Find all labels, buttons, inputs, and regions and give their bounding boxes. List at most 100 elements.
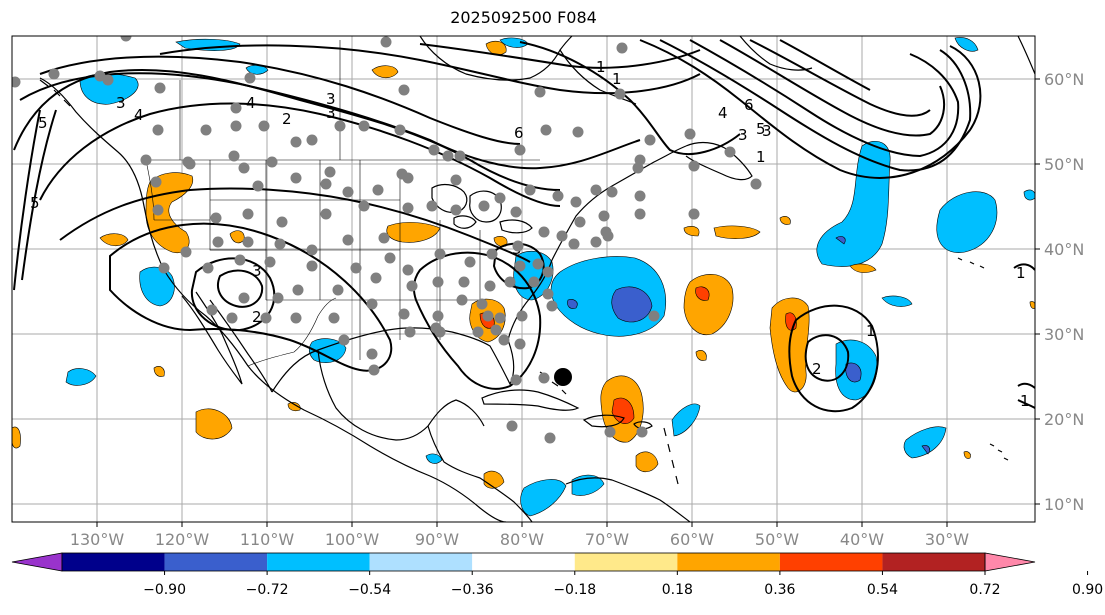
- station-marker: [242, 208, 254, 220]
- station-marker: [590, 184, 602, 196]
- colorbar-tick-label: 0.90: [1072, 582, 1103, 598]
- station-marker: [258, 120, 270, 132]
- station-marker: [320, 178, 332, 190]
- colorbar-extend-low: [11, 552, 63, 572]
- station-marker: [290, 136, 302, 148]
- colorbar-extend-high: [984, 552, 1036, 572]
- lon-label: 80°W: [500, 530, 544, 549]
- shaded-field: [12, 37, 1035, 517]
- lon-label: 50°W: [755, 530, 799, 549]
- negative-area: [65, 368, 97, 386]
- station-marker: [306, 244, 318, 256]
- lon-label: 60°W: [670, 530, 714, 549]
- station-marker: [458, 276, 470, 288]
- station-marker: [494, 312, 506, 324]
- station-marker: [534, 86, 546, 98]
- positive-area: [12, 426, 21, 449]
- negative-area: [571, 474, 605, 496]
- station-marker: [274, 238, 286, 250]
- station-marker: [252, 180, 264, 192]
- station-markers: [12, 36, 762, 444]
- station-marker: [396, 168, 408, 180]
- station-marker: [290, 172, 302, 184]
- colorbar-tick-label: 0.72: [969, 582, 1000, 598]
- contour-label: 3: [252, 262, 262, 280]
- station-marker: [244, 72, 256, 84]
- colorbar-tick-label: 0.36: [764, 582, 795, 598]
- latitude-labels: 60°N 50°N 40°N 30°N 20°N 10°N: [1035, 70, 1084, 514]
- station-marker: [506, 420, 518, 432]
- station-marker: [574, 216, 586, 228]
- station-marker: [266, 156, 278, 168]
- negative-area: [1023, 189, 1035, 201]
- station-marker: [464, 256, 476, 268]
- contour-label: 5: [30, 194, 40, 212]
- station-marker: [202, 262, 214, 274]
- station-marker: [516, 310, 528, 322]
- longitude-labels: 130°W 120°W 110°W 100°W 90°W 80°W 70°W 6…: [70, 522, 969, 549]
- station-marker: [486, 248, 498, 260]
- contour-label: 2: [282, 110, 292, 128]
- station-marker: [568, 238, 580, 250]
- contour-label: 1: [1016, 264, 1026, 282]
- negative-area: [936, 191, 998, 253]
- colorbar-tick-label: −0.54: [348, 582, 391, 598]
- station-marker: [688, 160, 700, 172]
- colorbar: −0.90 −0.72 −0.54 −0.36 −0.18 0.18 0.36 0.54 0.7…: [11, 552, 1103, 598]
- station-marker: [648, 310, 660, 322]
- positive-area: [611, 397, 635, 424]
- positive-area: [1029, 301, 1035, 309]
- station-marker: [556, 230, 568, 242]
- contour-label: 1: [866, 322, 876, 340]
- contour-label: 1: [1020, 392, 1030, 410]
- station-marker: [524, 184, 536, 196]
- station-marker: [590, 236, 602, 248]
- station-marker: [150, 176, 162, 188]
- station-marker: [484, 280, 496, 292]
- positive-area: [963, 451, 971, 459]
- station-marker: [398, 84, 410, 96]
- contour-label: 4: [718, 104, 728, 122]
- positive-area: [153, 366, 165, 377]
- station-marker: [338, 334, 350, 346]
- station-marker: [264, 256, 276, 268]
- station-marker: [228, 150, 240, 162]
- station-marker: [290, 312, 302, 324]
- negative-area: [175, 38, 241, 51]
- station-marker: [430, 322, 442, 334]
- station-marker: [514, 144, 526, 156]
- station-marker: [238, 162, 250, 174]
- contour-label: 6: [514, 124, 524, 142]
- station-marker: [602, 230, 614, 242]
- station-marker: [532, 258, 544, 270]
- positive-area: [779, 216, 791, 225]
- positive-area: [287, 402, 301, 412]
- station-marker: [140, 154, 152, 166]
- colorbar-tick-label: 0.18: [662, 582, 693, 598]
- station-marker: [434, 248, 446, 260]
- station-marker: [428, 144, 440, 156]
- station-marker: [276, 216, 288, 228]
- station-marker: [404, 326, 416, 338]
- station-marker: [332, 284, 344, 296]
- station-marker: [320, 208, 332, 220]
- station-marker: [158, 262, 170, 274]
- station-marker: [634, 208, 646, 220]
- station-marker: [238, 292, 250, 304]
- station-marker: [538, 372, 550, 384]
- station-marker: [454, 150, 466, 162]
- station-marker: [328, 312, 340, 324]
- positive-area: [695, 350, 707, 361]
- contour-label: 4: [134, 106, 144, 124]
- colorbar-tick-label: −0.18: [553, 582, 596, 598]
- station-marker: [606, 186, 618, 198]
- negative-area: [425, 453, 443, 464]
- station-marker: [212, 236, 224, 248]
- negative-area: [881, 295, 913, 307]
- station-marker: [230, 102, 242, 114]
- colorbar-tick-label: 0.54: [867, 582, 898, 598]
- station-marker: [476, 298, 488, 310]
- station-marker: [644, 134, 656, 146]
- station-marker: [432, 276, 444, 288]
- station-marker: [432, 310, 444, 322]
